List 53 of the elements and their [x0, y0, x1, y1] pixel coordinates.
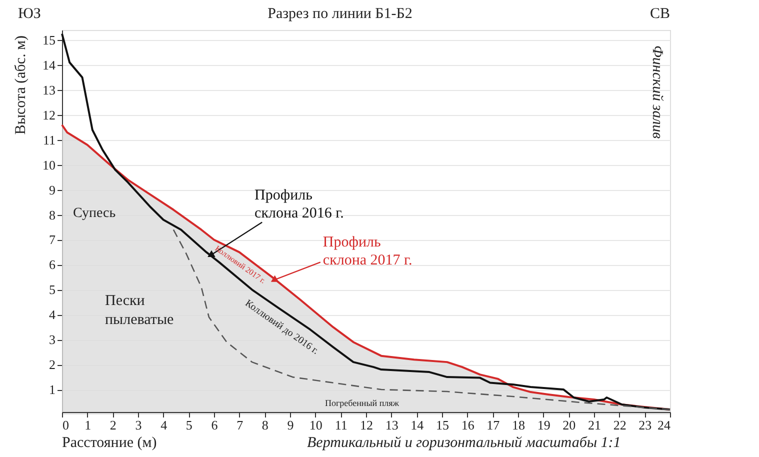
y-tick-label: 1: [49, 382, 56, 398]
x-tick-label: 0: [62, 418, 69, 432]
y-tick-label: 10: [42, 157, 56, 172]
y-tick-label: 11: [42, 132, 56, 148]
chart-title: Разрез по линии Б1-Б2: [268, 6, 412, 22]
y-tick-label: 13: [42, 82, 56, 98]
x-tick-label: 4: [160, 418, 168, 432]
y-axis-title: Высота (абс. м): [13, 35, 29, 135]
x-tick-label: 17: [486, 418, 500, 432]
x-tick-label: 24: [658, 418, 671, 432]
x-tick-label: 22: [613, 418, 626, 432]
text: Вертикальный и горизонтальный масштабы 1:1: [307, 435, 621, 451]
x-tick-label: 16: [461, 418, 475, 432]
x-tick-label: 21: [588, 418, 601, 432]
x-tick-label: 7: [236, 418, 244, 432]
x-tick-label: 12: [360, 418, 373, 432]
annotation: Пески пылеватые: [105, 293, 174, 328]
text: Профиль склона 2016 г.: [254, 187, 344, 222]
line-series: [172, 229, 671, 410]
y-tick-label: 15: [42, 32, 56, 48]
y-tick-label: 8: [49, 207, 56, 222]
x-tick-label: 5: [186, 418, 192, 432]
y-tick-label: 7: [49, 232, 56, 248]
x-tick-label: 6: [211, 418, 218, 432]
y-tick-label: 14: [42, 57, 56, 72]
x-tick-label: 20: [562, 418, 576, 432]
annotation: Финский залив: [649, 45, 665, 140]
y-tick-label: 12: [42, 107, 56, 122]
x-tick-label: 11: [334, 418, 348, 432]
x-tick-label: 13: [385, 418, 398, 432]
y-tick-label: 3: [49, 332, 56, 348]
x-tick-label: 19: [537, 418, 550, 432]
y-tick-label: 6: [49, 257, 56, 272]
x-axis-title: Расстояние (м): [62, 435, 157, 451]
x-tick-label: 18: [512, 418, 525, 432]
y-tick-label: 2: [49, 357, 56, 372]
text: Профиль склона 2017 г.: [322, 234, 412, 269]
annotation: Супесь: [73, 206, 116, 221]
x-tick-label: 9: [287, 418, 294, 432]
text: СВ: [650, 6, 670, 22]
y-tick-label: 5: [49, 282, 56, 298]
x-tick-label: 10: [309, 418, 322, 432]
x-tick-label: 8: [262, 418, 268, 432]
x-tick-label: 23: [638, 418, 652, 432]
x-tick-label: 3: [135, 418, 142, 432]
x-tick-label: 2: [110, 418, 116, 432]
annotation: Погребенный пляж: [324, 398, 400, 408]
y-tick-label: 9: [49, 182, 56, 198]
x-tick-label: 14: [410, 418, 424, 432]
x-tick-label: 1: [84, 418, 92, 432]
x-tick-label: 15: [436, 418, 449, 432]
y-tick-label: 4: [49, 307, 56, 322]
text: ЮЗ: [18, 6, 41, 22]
